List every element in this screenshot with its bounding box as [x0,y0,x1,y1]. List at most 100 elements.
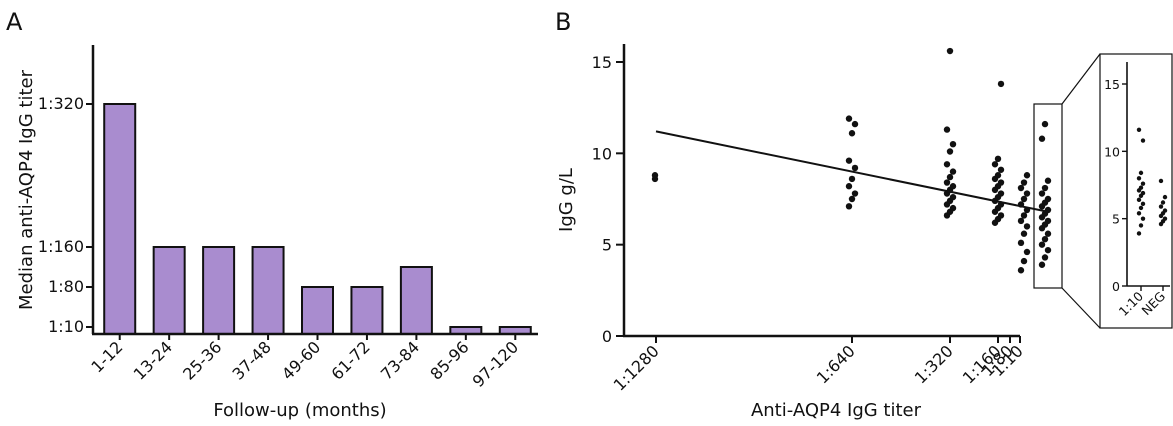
point-1:160 [991,161,999,168]
point-1:160 [997,190,1005,197]
point-1:10 [1038,261,1046,268]
point-1:80 [1020,230,1028,237]
inset-zoom-frame [1033,53,1173,329]
y-tick-label-1:80: 1:80 [48,277,84,296]
point-1:10 [1044,195,1052,203]
y-tick-label-5: 5 [602,236,612,255]
inset-point-1:10 [1136,211,1142,216]
x-tick-label-61-72: 61-72 [327,337,373,383]
inset-point-1:10 [1138,205,1144,211]
point-1:80 [1017,217,1025,225]
inset-frame [1099,53,1173,329]
point-1:640 [851,190,859,197]
inset-point-1:10 [1140,181,1146,186]
inset-point-1:10 [1136,176,1142,181]
point-1:10 [1044,217,1052,225]
point-1:80 [1023,248,1031,256]
panel-b-x-axis-label: Anti-AQP4 IgG titer [751,400,922,421]
point-1:80 [1017,267,1025,274]
bar-49-60 [301,286,334,335]
zoom-connector-top [1061,53,1101,105]
x-tick-label-49-60: 49-60 [278,337,324,383]
point-1:10 [1041,184,1049,192]
panel-a-bars [103,103,532,335]
inset-point-1:10 [1138,185,1144,190]
point-1:10 [1044,177,1052,184]
inset-point-1:10 [1136,197,1142,203]
point-1:10 [1044,230,1052,237]
point-1:160 [997,179,1005,186]
point-1:80 [1023,223,1031,230]
point-1:320 [943,161,951,168]
point-1:80 [1020,179,1028,186]
bar-37-48 [251,246,285,335]
point-1:10 [1041,235,1049,243]
point-1:640 [851,120,859,128]
point-1:80 [1023,172,1031,179]
point-1:320 [949,193,957,201]
inset-y-tick-label-5: 5 [1112,212,1120,227]
point-1:320 [943,179,951,186]
x-tick-label-73-84: 73-84 [377,337,423,383]
point-1:640 [851,164,859,172]
panel-a: A Median anti-AQP4 IgG titer Follow-up (… [6,8,538,421]
panel-a-y-axis-label: Median anti-AQP4 IgG titer [16,69,37,310]
point-1:160 [997,212,1005,219]
point-1:320 [949,204,957,212]
inset-point-1:10 [1138,170,1144,176]
x-tick-label-1:1280: 1:1280 [610,341,663,394]
point-1:640 [848,175,856,183]
point-1:80 [1020,257,1028,265]
point-1:160 [994,155,1002,163]
inset-point-1:10 [1136,231,1142,236]
point-1:320 [949,168,957,175]
bar-61-72 [350,286,384,335]
point-1:10 [1038,241,1046,248]
point-1:640 [845,183,853,190]
x-tick-label-1:320: 1:320 [911,341,957,387]
panel-b-label: B [555,8,571,36]
point-1:640 [845,157,853,164]
point-1:640 [845,203,853,210]
y-tick-label-1:160: 1:160 [38,237,84,256]
point-1:320 [943,126,951,133]
y-tick-label-0: 0 [602,327,612,346]
inset-y-tick-label-15: 15 [1104,77,1120,92]
panel-a-label: A [6,8,23,36]
y-tick-label-10: 10 [592,144,612,163]
bar-1-12 [103,103,137,335]
inset-point-1:10 [1140,190,1146,196]
inset-point-NEG [1162,216,1168,221]
bar-73-84 [399,266,433,335]
point-1:640 [848,195,856,203]
inset-y-tick-label-10: 10 [1104,144,1120,159]
x-tick-label-1:640: 1:640 [813,341,859,387]
inset-point-NEG [1158,178,1164,184]
point-1:80 [1020,212,1028,219]
panel-b-regression [655,130,1049,213]
panel-a-x-axis-label: Follow-up (months) [213,400,386,421]
x-tick-label-25-36: 25-36 [179,337,225,383]
inset-points [1136,127,1168,236]
point-1:320 [946,47,954,55]
point-1:80 [1017,239,1025,247]
inset-point-1:10 [1138,223,1144,228]
point-1:10 [1038,190,1046,197]
panel-b-y-axis-label: IgG g/L [556,168,577,232]
x-tick-label-13-24: 13-24 [130,337,176,383]
inset-point-1:10 [1140,216,1146,221]
point-1:10 [1041,254,1049,261]
zoom-connector-bottom [1061,287,1101,329]
x-tick-label-85-96: 85-96 [426,337,472,383]
point-1:320 [946,173,954,181]
x-tick-label-37-48: 37-48 [229,337,275,383]
point-1:80 [1023,190,1031,197]
point-1:10 [1041,120,1049,128]
y-tick-label-1:320: 1:320 [38,94,84,113]
inset-point-1:10 [1140,138,1146,143]
inset-point-NEG [1158,204,1164,209]
zoom-box [1033,103,1063,289]
